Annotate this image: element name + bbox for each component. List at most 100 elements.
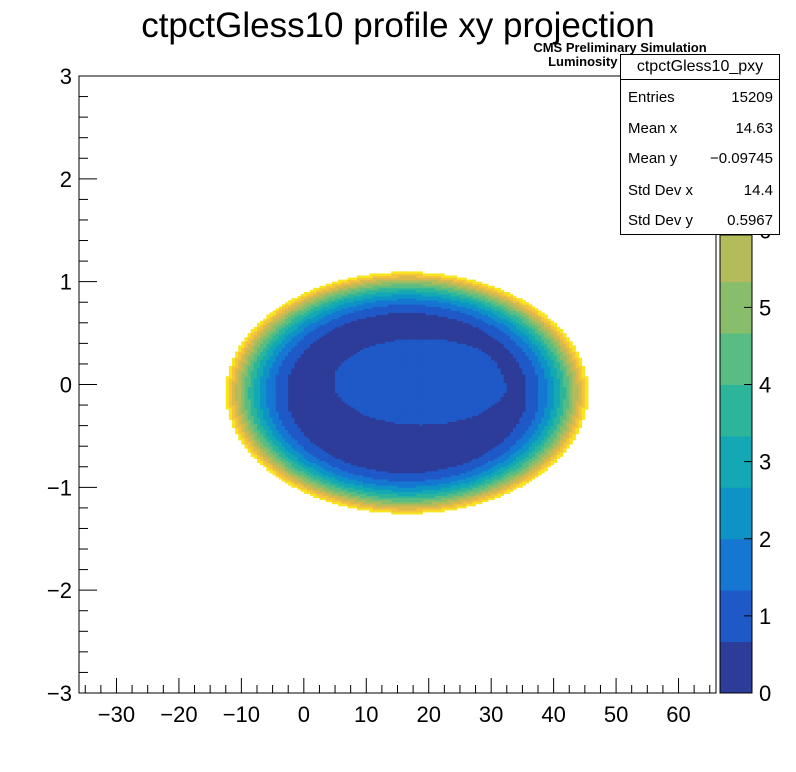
heatmap-cell: [369, 503, 373, 507]
heatmap-cell: [235, 374, 239, 377]
heatmap-cell: [294, 419, 298, 422]
heatmap-cell: [322, 423, 327, 427]
heatmap-cell: [266, 417, 270, 420]
heatmap-cell: [375, 368, 380, 371]
heatmap-cell: [310, 407, 314, 410]
heatmap-cell: [335, 425, 339, 429]
heatmap-cell: [297, 409, 302, 412]
heatmap-cell: [344, 419, 348, 422]
heatmap-cell: [316, 333, 320, 336]
heatmap-cell: [347, 306, 352, 309]
heatmap-cell: [303, 472, 308, 476]
heatmap-cell: [350, 294, 355, 297]
heatmap-cell: [272, 331, 277, 334]
heatmap-cell: [297, 403, 302, 406]
heatmap-cell: [288, 398, 292, 402]
heatmap-cell: [263, 386, 267, 390]
heatmap-cell: [391, 452, 395, 455]
heatmap-cell: [369, 431, 373, 435]
heatmap-cell: [353, 281, 358, 285]
heatmap-cell: [291, 464, 295, 468]
heatmap-cell: [272, 411, 277, 414]
heatmap-cell: [394, 409, 398, 412]
heatmap-cell: [272, 405, 277, 408]
heatmap-cell: [278, 322, 283, 326]
heatmap-cell: [313, 415, 317, 418]
heatmap-cell: [256, 431, 261, 435]
heatmap-cell: [319, 314, 323, 318]
heatmap-cell: [381, 503, 386, 507]
heatmap-cell: [303, 456, 308, 459]
heatmap-cell: [331, 466, 336, 470]
heatmap-cell: [288, 380, 292, 383]
heatmap-cell: [350, 333, 355, 336]
heatmap-cell: [250, 421, 255, 424]
heatmap-cell: [288, 310, 292, 313]
heatmap-cell: [285, 345, 289, 348]
heatmap-cell: [341, 363, 345, 367]
heatmap-cell: [366, 331, 370, 334]
heatmap-cell: [385, 437, 389, 441]
heatmap-cell: [328, 415, 333, 418]
heatmap-cell: [344, 485, 348, 488]
heatmap-cell: [260, 353, 264, 357]
heatmap-cell: [391, 505, 395, 509]
heatmap-cell: [269, 437, 273, 441]
heatmap-cell: [269, 464, 273, 468]
heatmap-cell: [260, 365, 264, 369]
heatmap-cell: [325, 405, 330, 408]
heatmap-cell: [360, 331, 364, 334]
heatmap-cell: [341, 481, 345, 484]
heatmap-cell: [241, 433, 245, 437]
heatmap-cell: [388, 294, 392, 297]
heatmap-cell: [266, 339, 270, 342]
heatmap-cell: [244, 398, 249, 402]
heatmap-cell: [310, 423, 314, 427]
heatmap-cell: [388, 501, 392, 505]
heatmap-cell: [241, 345, 245, 348]
heatmap-cell: [331, 318, 336, 322]
heatmap-cell: [291, 485, 295, 488]
heatmap-cell: [297, 425, 302, 429]
heatmap-cell: [235, 351, 239, 355]
heatmap-cell: [266, 355, 270, 359]
heatmap-cell: [238, 398, 242, 402]
heatmap-cell: [363, 425, 367, 429]
heatmap-cell: [288, 359, 292, 363]
heatmap-cell: [325, 382, 330, 385]
heatmap-cell: [360, 499, 364, 503]
heatmap-cell: [338, 326, 342, 330]
heatmap-cell: [285, 314, 289, 318]
heatmap-cell: [378, 491, 383, 494]
heatmap-cell: [256, 405, 261, 408]
heatmap-cell: [381, 392, 386, 396]
heatmap-cell: [256, 442, 261, 445]
heatmap-cell: [303, 372, 308, 375]
heatmap-cell: [378, 351, 383, 355]
heatmap-cell: [266, 318, 270, 322]
heatmap-cell: [391, 388, 395, 392]
heatmap-cell: [391, 281, 395, 285]
heatmap-cell: [319, 497, 323, 501]
heatmap-cell: [360, 333, 364, 336]
heatmap-cell: [256, 322, 261, 326]
heatmap-cell: [294, 435, 298, 439]
heatmap-cell: [366, 427, 370, 431]
heatmap-cell: [372, 497, 377, 501]
heatmap-cell: [297, 339, 302, 342]
heatmap-cell: [319, 437, 323, 441]
heatmap-cell: [235, 361, 239, 365]
heatmap-cell: [285, 413, 289, 416]
heatmap-cell: [385, 400, 389, 404]
heatmap-cell: [319, 380, 323, 383]
heatmap-cell: [331, 363, 336, 367]
heatmap-cell: [325, 452, 330, 455]
heatmap-cell: [378, 281, 383, 285]
heatmap-cell: [260, 337, 264, 340]
heatmap-cell: [294, 300, 298, 303]
heatmap-cell: [350, 503, 355, 507]
heatmap-cell: [275, 324, 280, 328]
heatmap-cell: [363, 464, 367, 468]
heatmap-cell: [263, 335, 267, 338]
heatmap-cell: [266, 347, 270, 350]
